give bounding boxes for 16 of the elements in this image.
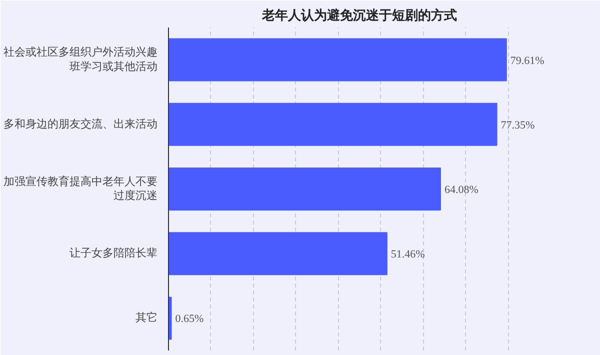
data-label: 0.65% [175,313,204,326]
chart-title: 老年人认为避免沉迷于短剧的方式 [261,8,457,22]
y-tick-label: 加强宣传教育提高中老年人不要过度沉迷 [4,174,158,202]
y-tick-label: 多和身边的朋友交流、出来活动 [4,117,158,130]
y-tick-label: 让子女多陪陪长辈 [70,246,158,260]
data-label: 64.08% [444,184,478,196]
data-label: 79.61% [510,54,544,67]
data-label: 77.35% [500,119,535,132]
data-label: 51.46% [390,248,425,261]
bar [168,296,172,340]
bar [168,102,498,146]
y-tick-label: 其它 [136,311,158,324]
bar [168,38,507,82]
y-tick-label: 社会或社区多组织户外活动兴趣班学习或其他活动 [4,46,158,73]
bar [168,168,441,210]
bar [168,232,388,276]
